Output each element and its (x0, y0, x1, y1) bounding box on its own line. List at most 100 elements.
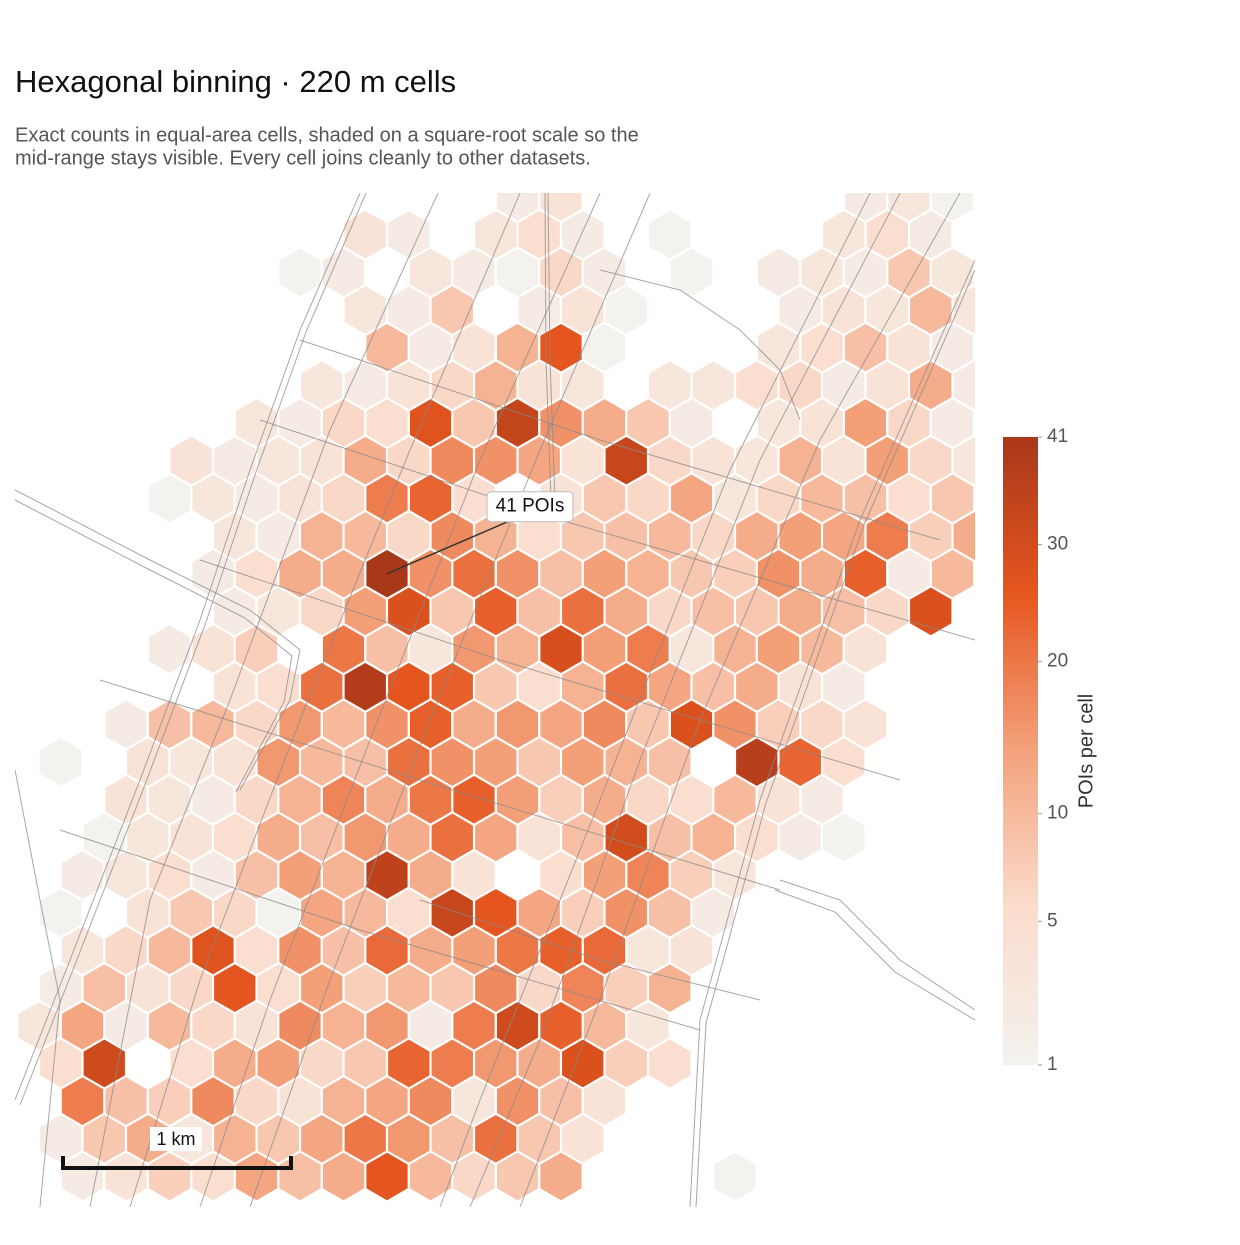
hex-cell (495, 548, 540, 599)
hex-cell (386, 962, 431, 1014)
hex-cell (930, 397, 975, 449)
hex-cell (560, 736, 605, 788)
hex-cell (278, 548, 322, 599)
hex-cell (278, 925, 322, 976)
hex-cell (560, 209, 605, 260)
hex-cell (278, 774, 322, 825)
hex-cell (343, 1038, 388, 1089)
hex-cell (234, 623, 279, 675)
hex-cell (191, 925, 235, 976)
hex-cell (952, 510, 975, 562)
hex-cell (669, 849, 714, 901)
hex-cell (582, 1075, 627, 1127)
hex-cell (821, 812, 866, 863)
hex-cell (343, 962, 388, 1014)
hex-cell (299, 1113, 344, 1164)
hex-cell (669, 397, 714, 449)
hex-cell (82, 812, 127, 863)
hex-cell (778, 284, 823, 336)
hex-cell (800, 247, 844, 298)
hex-cell (908, 435, 953, 486)
leader-line (386, 520, 511, 575)
hex-cell (821, 435, 866, 486)
hex-cell (495, 247, 540, 298)
hex-cell (234, 774, 279, 825)
hex-cell (343, 736, 388, 788)
hex-cell (386, 1113, 431, 1164)
hex-cell (495, 699, 540, 750)
hex-cell (169, 736, 214, 788)
hex-cell (299, 962, 344, 1014)
hex-cell (452, 322, 496, 373)
hex-cell (560, 360, 605, 411)
hex-cell (60, 1075, 105, 1127)
hex-cell (473, 812, 518, 863)
hex-cell (865, 284, 910, 336)
hex-cell (713, 774, 757, 825)
hex-cell (691, 435, 736, 486)
subtitle: Exact counts in equal-area cells, shaded… (15, 124, 639, 146)
hex-cell (843, 623, 888, 675)
hex-cell (299, 812, 344, 863)
hex-cell (495, 774, 540, 825)
hex-cell (647, 962, 692, 1014)
roads (15, 193, 975, 1207)
hex-cell (800, 322, 844, 373)
hex-cell (539, 247, 583, 298)
hex-cell (669, 623, 714, 675)
hex-cell (38, 962, 83, 1014)
hex-cell (191, 623, 235, 675)
hex-cell (604, 435, 649, 486)
hex-cell (626, 925, 670, 976)
hex-cell (234, 849, 279, 901)
hex-cell (843, 322, 888, 373)
hex-cell (38, 1038, 83, 1089)
hex-cell (800, 774, 844, 825)
hex-cell (604, 812, 649, 863)
hex-cell (908, 360, 953, 411)
hex-cell (60, 849, 105, 901)
hex-cell (560, 1113, 605, 1164)
colorbar-tick-label: 10 (1047, 803, 1068, 824)
hex-cell (669, 774, 714, 825)
hex-cell (299, 1038, 344, 1089)
hex-cell (191, 849, 235, 901)
hex-cell (734, 586, 779, 637)
annotation-text: 41 POIs (496, 496, 565, 517)
hex-cell (365, 1000, 409, 1051)
hex-cell (560, 284, 605, 336)
hex-cell (517, 1038, 562, 1089)
hex-cell (626, 623, 670, 675)
hex-cell (539, 1000, 583, 1051)
hex-cell (365, 623, 409, 675)
hex-cell (539, 193, 583, 223)
hex-cell (713, 623, 757, 675)
hex-cell (756, 397, 801, 449)
subtitle: mid-range stays visible. Every cell join… (15, 147, 591, 169)
hex-cell (343, 661, 388, 712)
hex-cell (843, 699, 888, 750)
hex-cell (408, 699, 453, 750)
hex-cell (560, 962, 605, 1014)
hex-cell (408, 473, 453, 524)
hex-cell (887, 193, 931, 223)
hex-cell (691, 661, 736, 712)
hex-cell (278, 849, 322, 901)
hex-cell (539, 699, 583, 750)
hex-cell (191, 1151, 235, 1202)
hex-cell (430, 510, 475, 562)
hex-cell (473, 887, 518, 938)
hex-cell (517, 1113, 562, 1164)
hex-cell (626, 548, 670, 599)
hex-cell (821, 736, 866, 788)
hex-cell (734, 435, 779, 486)
hex-cell (365, 925, 409, 976)
hex-cell (843, 473, 888, 524)
hex-cell (321, 774, 366, 825)
hex-cell (430, 661, 475, 712)
hex-cell (495, 322, 540, 373)
hex-cell (539, 925, 583, 976)
hex-cell (299, 661, 344, 712)
hex-cell (408, 397, 453, 449)
hex-cell (125, 812, 170, 863)
